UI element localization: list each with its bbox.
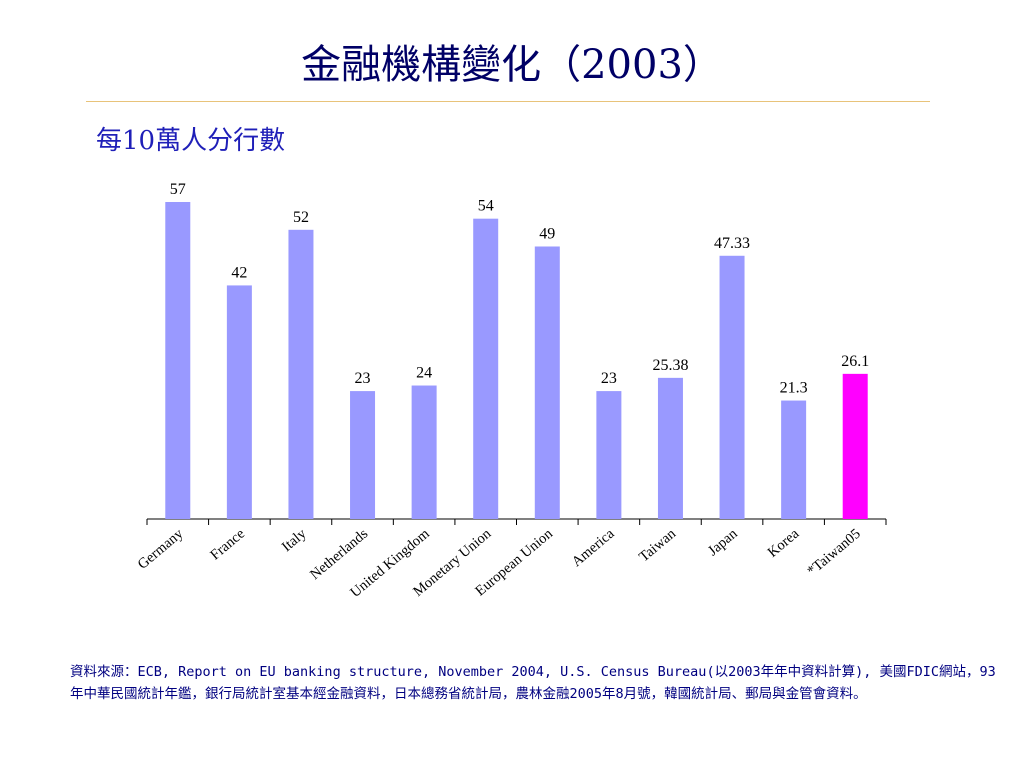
x-tick-label: Korea — [765, 525, 803, 560]
x-tick-label: Netherlands — [307, 526, 371, 584]
data-label: 49 — [539, 225, 555, 242]
data-label: 52 — [293, 209, 309, 226]
x-tick-label: Italy — [279, 525, 310, 555]
bar — [596, 391, 622, 519]
x-tick-label: Japan — [705, 525, 741, 559]
bar-chart: 57Germany42France52Italy23Netherlands24U… — [135, 181, 887, 601]
bar — [288, 229, 314, 520]
x-tick-label: France — [207, 526, 248, 564]
data-label: 21.3 — [780, 380, 808, 397]
x-tick-label: *Taiwan05 — [804, 526, 863, 580]
page-title: 金融機構變化（2003） — [301, 42, 723, 88]
source-note: 資料來源：ECB, Report on EU banking structure… — [70, 664, 996, 702]
data-label: 23 — [355, 370, 371, 387]
bar — [411, 385, 437, 519]
data-label: 57 — [170, 181, 186, 198]
bar — [781, 400, 807, 519]
data-label: 24 — [416, 365, 432, 382]
bar — [473, 218, 499, 519]
data-label: 26.1 — [841, 353, 869, 370]
data-label: 47.33 — [714, 235, 750, 252]
data-label: 23 — [601, 370, 617, 387]
bar — [657, 377, 683, 519]
bar — [534, 246, 560, 520]
bar — [350, 391, 376, 519]
data-label: 42 — [231, 264, 247, 281]
bar — [842, 373, 868, 519]
x-tick-label: America — [569, 525, 618, 570]
bar — [719, 255, 745, 519]
title-divider — [86, 101, 930, 102]
data-label: 25.38 — [652, 357, 688, 374]
chart-subtitle: 每10萬人分行數 — [96, 126, 286, 156]
x-tick-label: Germany — [135, 525, 187, 572]
x-tick-label: Taiwan — [636, 525, 679, 565]
data-label: 54 — [478, 198, 494, 215]
bar — [226, 285, 252, 519]
bar — [165, 202, 191, 519]
